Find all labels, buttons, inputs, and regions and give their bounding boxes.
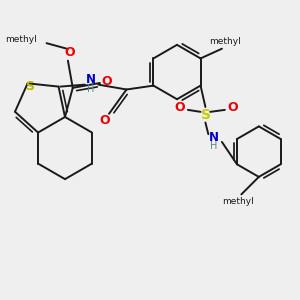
Text: O: O	[101, 75, 112, 88]
Text: O: O	[227, 101, 238, 115]
Text: O: O	[175, 101, 185, 115]
Text: O: O	[64, 46, 75, 59]
Text: methyl: methyl	[5, 35, 37, 44]
Text: S: S	[201, 108, 212, 122]
Text: methyl: methyl	[209, 38, 241, 46]
Text: methyl: methyl	[223, 197, 254, 206]
Text: N: N	[85, 73, 96, 86]
Text: H: H	[87, 85, 94, 94]
Text: S: S	[25, 80, 34, 93]
Text: H: H	[211, 141, 218, 151]
Text: N: N	[209, 130, 219, 144]
Text: O: O	[100, 114, 110, 127]
